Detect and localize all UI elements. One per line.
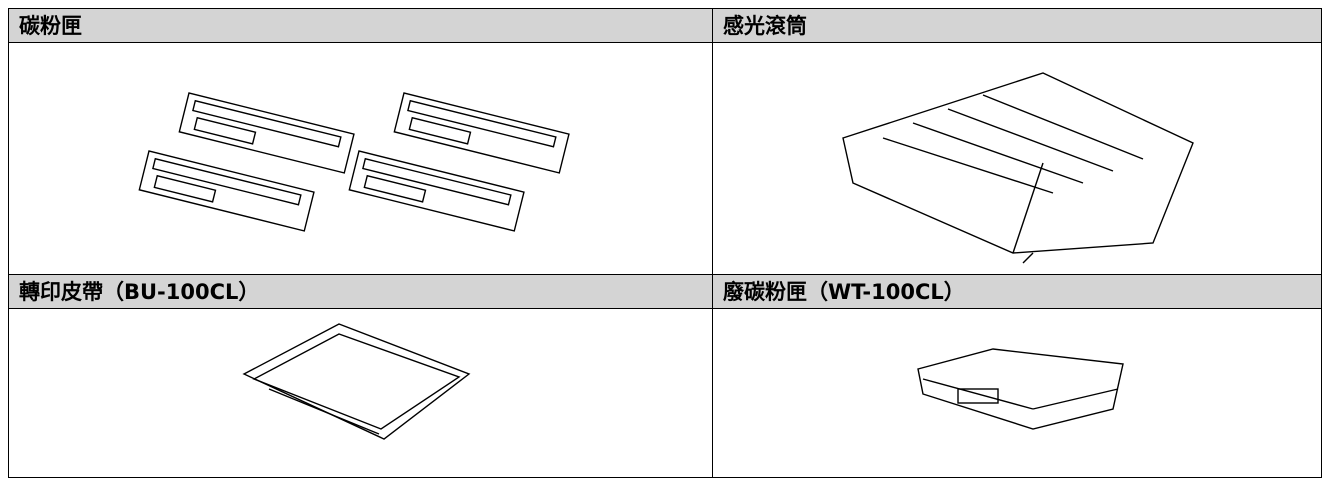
image-cell <box>712 308 1322 478</box>
image-cell <box>712 42 1322 275</box>
image-cell <box>8 308 713 478</box>
waste-toner-box-illustration <box>917 348 1124 430</box>
transfer-belt-illustration <box>242 323 471 440</box>
header-cell: 廢碳粉匣（WT-100CL） <box>712 274 1322 309</box>
drum-unit-illustration <box>842 72 1194 264</box>
header-cell: 轉印皮帶（BU-100CL） <box>8 274 713 309</box>
header-cell: 感光滾筒 <box>712 8 1322 43</box>
header-cell: 碳粉匣 <box>8 8 713 43</box>
toner-cartridges-illustration <box>138 92 570 232</box>
image-cell <box>8 42 713 275</box>
page: {"table": {"rows": [ ["碳粉匣", "感光滾筒"], ["… <box>8 8 1322 478</box>
